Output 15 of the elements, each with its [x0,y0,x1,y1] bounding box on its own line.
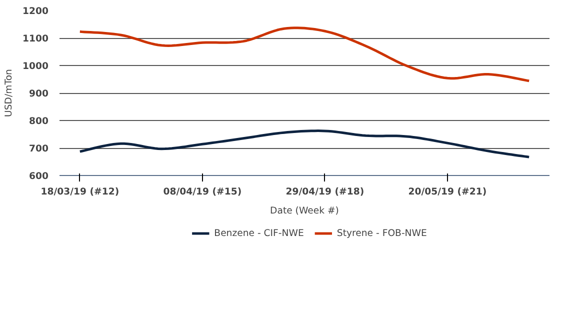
x-tick-label: 08/04/19 (#15) [163,186,242,198]
y-axis-title: USD/mTon [4,68,15,117]
legend-label: Styrene - FOB-NWE [336,228,428,239]
y-tick-label: 900 [29,88,50,100]
y-tick-label: 1200 [22,6,50,17]
x-axis-title: Date (Week #) [270,206,339,216]
y-tick-label: 1000 [22,61,50,72]
x-tick-label: 20/05/19 (#21) [408,186,487,198]
y-tick-label: 600 [29,171,50,182]
y-tick-label: 1100 [22,34,50,44]
x-tick-label: 18/03/19 (#12) [40,186,120,198]
x-tick-label: 29/04/19 (#18) [286,186,364,198]
y-tick-label: 800 [29,116,50,127]
y-tick-label: 700 [29,144,50,154]
legend-label: Benzene - CIF-NWE [214,228,304,239]
